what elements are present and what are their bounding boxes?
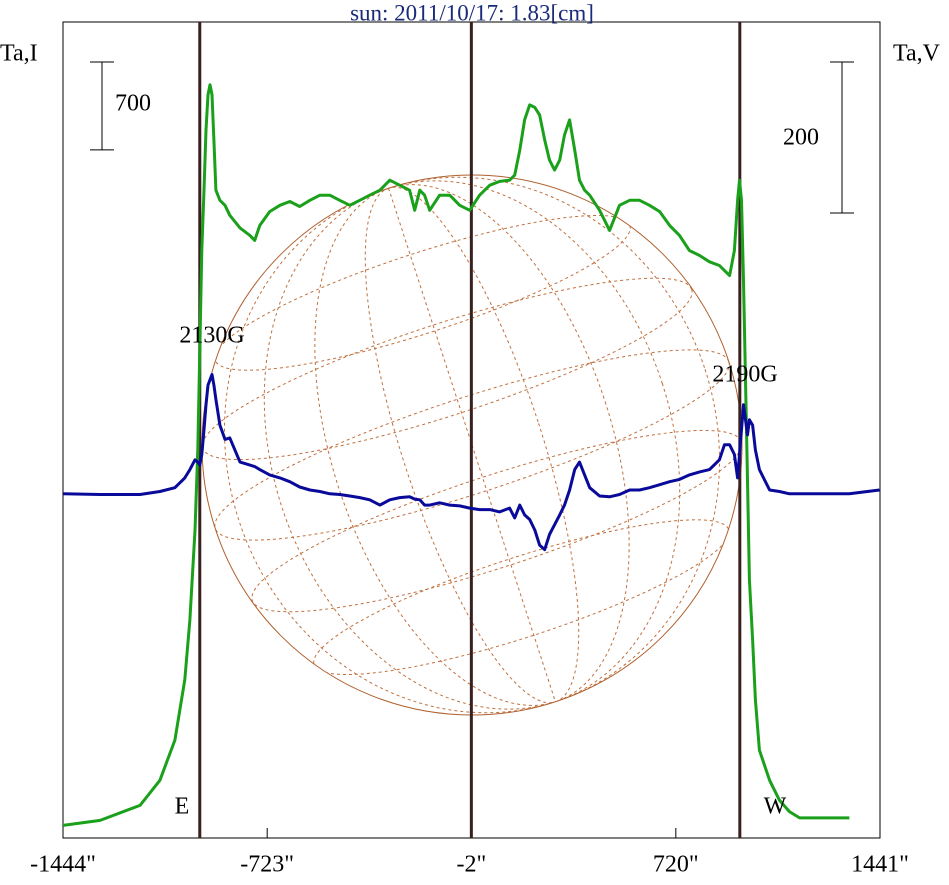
annotation: 2190G (712, 362, 777, 388)
scale-bar2-label: 200 (783, 125, 819, 151)
x-tick-label: -2" (456, 852, 486, 878)
annotation: 2130G (179, 323, 244, 349)
scale-bar2 (830, 61, 854, 214)
annotation: E (175, 794, 190, 820)
y-axis-label: Ta,I (0, 41, 38, 67)
y2-axis-label: Ta,V (893, 41, 941, 67)
series-line (62, 83, 850, 827)
series-line (62, 373, 880, 552)
x-tick-label: -1444" (30, 852, 96, 878)
annotation: W (764, 794, 787, 820)
chart-title: sun: 2011/10/17: 1.83[cm] (350, 0, 594, 25)
x-tick-label: -723" (240, 852, 294, 878)
x-tick-label: 720" (653, 852, 699, 878)
x-tick-label: 1441" (851, 852, 909, 878)
scale-bar-label: 700 (115, 91, 151, 117)
scale-bar (90, 61, 114, 151)
